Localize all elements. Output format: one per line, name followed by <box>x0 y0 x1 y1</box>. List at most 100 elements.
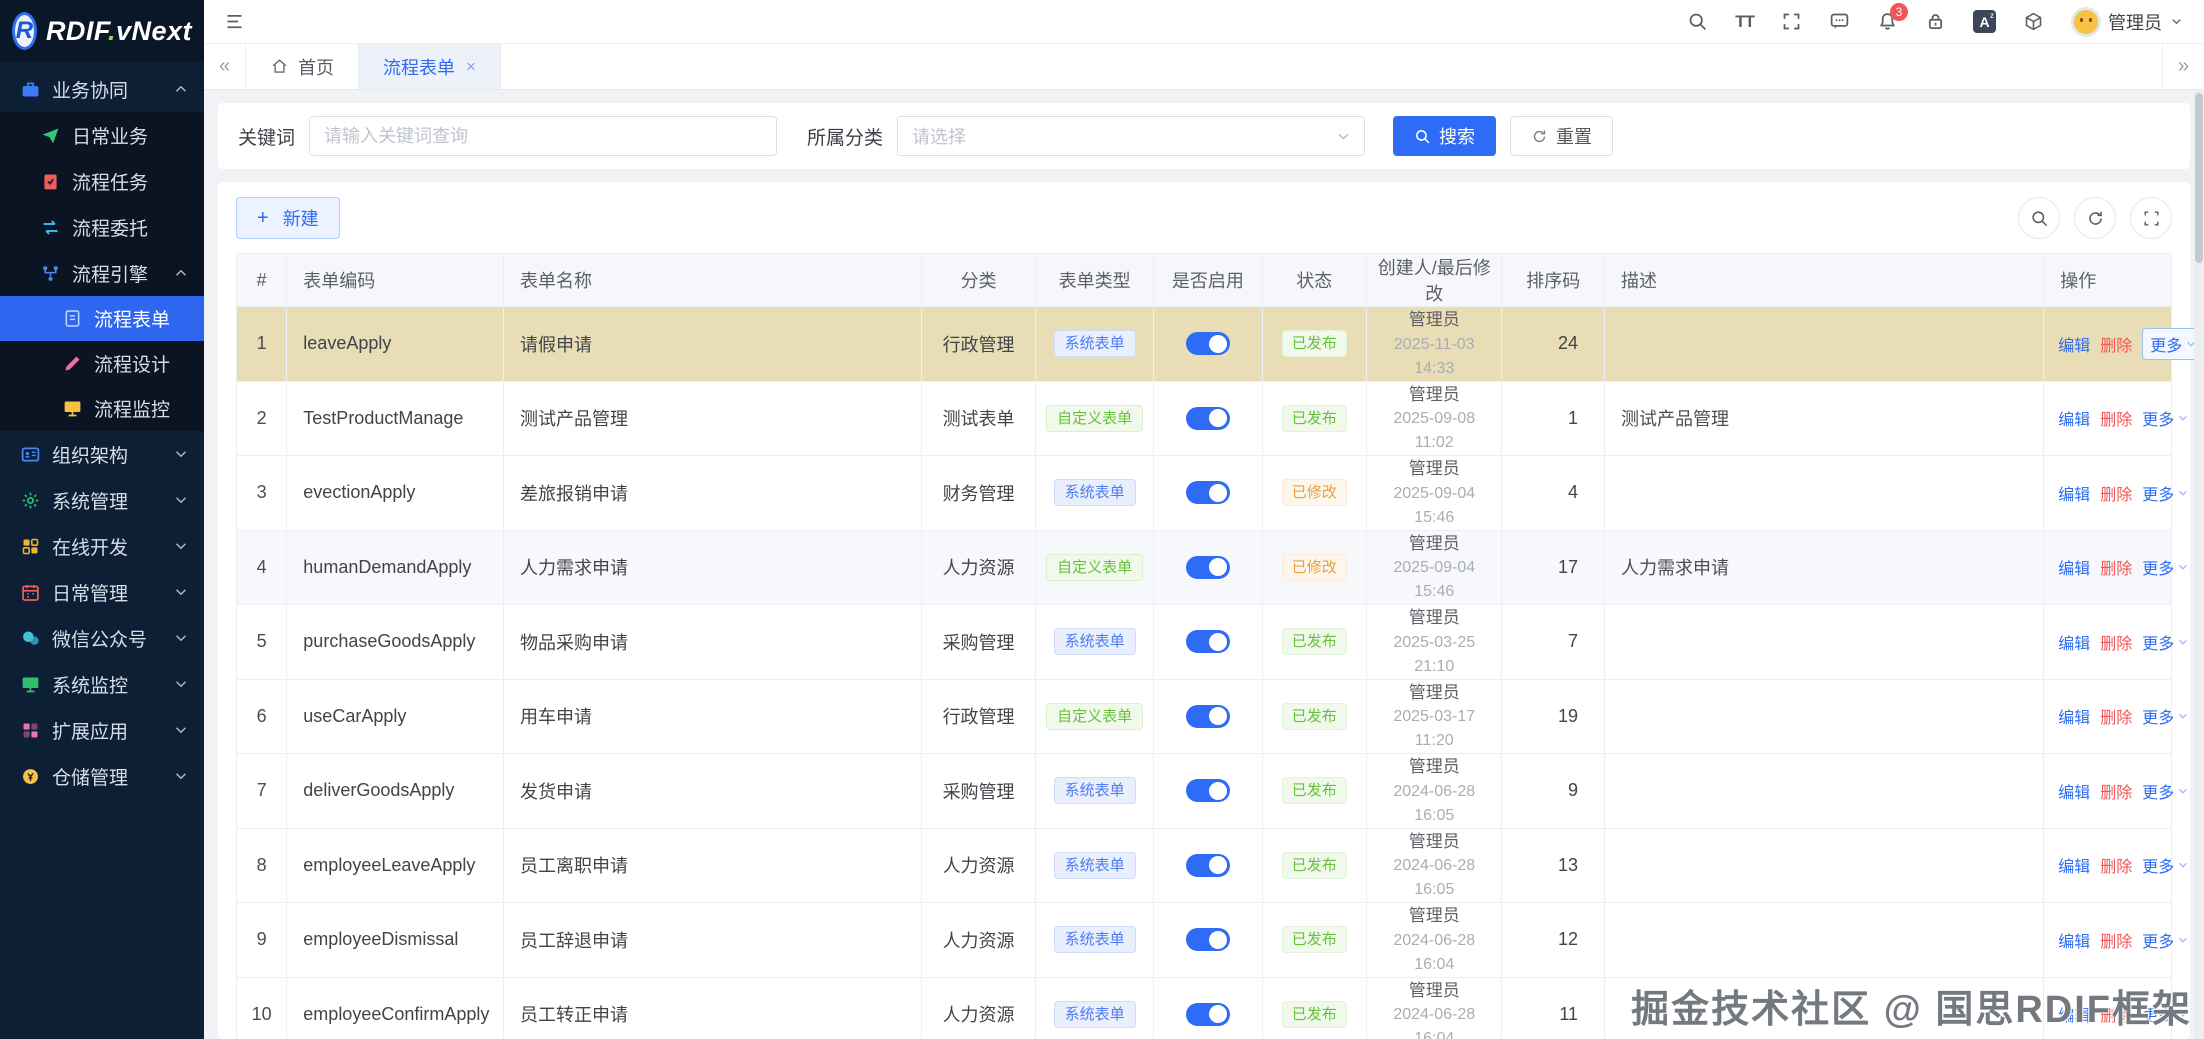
keyword-label: 关键词 <box>238 127 296 149</box>
gear-icon <box>20 490 41 511</box>
delete-link[interactable]: 删除 <box>2100 710 2133 728</box>
sidebar-item-daily-biz[interactable]: 日常业务 <box>0 112 204 158</box>
table-refresh-icon[interactable] <box>2074 197 2116 239</box>
sidebar-item-sys-manage[interactable]: 系统管理 <box>0 477 204 523</box>
message-icon[interactable] <box>1829 11 1850 32</box>
sort-code: 9 <box>1501 753 1605 829</box>
enable-toggle[interactable] <box>1185 630 1230 654</box>
edit-link[interactable]: 编辑 <box>2058 635 2091 653</box>
font-size-icon[interactable]: TT <box>1735 11 1755 31</box>
more-dropdown[interactable]: 更多 <box>2142 630 2190 654</box>
form-category: 人力资源 <box>920 902 1037 978</box>
edit-link[interactable]: 编辑 <box>2058 412 2091 430</box>
more-dropdown[interactable]: 更多 <box>2142 327 2204 360</box>
form-type-badge: 系统表单 <box>1053 1000 1136 1028</box>
plus-icon: + <box>257 206 269 229</box>
more-dropdown[interactable]: 更多 <box>2142 928 2190 952</box>
sidebar-item-daily-manage[interactable]: 日常管理 <box>0 569 204 615</box>
sidebar-item-flow-form[interactable]: 流程表单 <box>0 296 204 341</box>
close-icon[interactable]: × <box>466 56 476 76</box>
col-creator: 创建人/最后修改 <box>1366 253 1503 307</box>
tab-home[interactable]: 首页 <box>246 44 359 89</box>
more-dropdown[interactable]: 更多 <box>2142 779 2190 803</box>
scrollbar-thumb[interactable] <box>2195 93 2203 263</box>
edit-link[interactable]: 编辑 <box>2058 561 2091 579</box>
sidebar-item-warehouse[interactable]: 仓储管理 <box>0 753 204 799</box>
delete-link[interactable]: 删除 <box>2100 784 2133 802</box>
new-button[interactable]: + 新建 <box>236 197 340 239</box>
search-icon[interactable] <box>1687 11 1708 32</box>
edit-link[interactable]: 编辑 <box>2058 859 2091 877</box>
lock-icon[interactable] <box>1925 11 1946 32</box>
fullscreen-icon[interactable] <box>1781 11 1802 32</box>
delete-link[interactable]: 删除 <box>2100 933 2133 951</box>
edit-link[interactable]: 编辑 <box>2058 710 2091 728</box>
edit-link[interactable]: 编辑 <box>2058 1008 2091 1026</box>
scrollbar[interactable] <box>2194 91 2204 1039</box>
delete-link[interactable]: 删除 <box>2100 1008 2133 1026</box>
creator-modified: 管理员 2025-09-04 15:46 <box>1366 455 1503 531</box>
sidebar-item-org-structure[interactable]: 组织架构 <box>0 431 204 477</box>
tabs-scroll-left[interactable]: « <box>204 44 246 89</box>
sidebar-item-flow-engine[interactable]: 流程引擎 <box>0 250 204 296</box>
sidebar-item-flow-monitor[interactable]: 流程监控 <box>0 386 204 431</box>
enable-toggle[interactable] <box>1185 704 1230 728</box>
edit-link[interactable]: 编辑 <box>2058 933 2091 951</box>
enable-toggle[interactable] <box>1185 1002 1230 1026</box>
enable-toggle[interactable] <box>1185 853 1230 877</box>
chevron-down-icon <box>172 445 190 463</box>
user-menu[interactable]: 管理员 <box>2071 6 2184 37</box>
avatar <box>2071 6 2101 37</box>
keyword-input[interactable] <box>309 116 778 156</box>
sidebar-item-online-dev[interactable]: 在线开发 <box>0 523 204 569</box>
design-icon <box>62 353 83 374</box>
notification-bell-icon[interactable]: 3 <box>1877 3 1908 32</box>
sidebar-item-flow-design[interactable]: 流程设计 <box>0 341 204 386</box>
more-dropdown[interactable]: 更多 <box>2142 704 2190 728</box>
sidebar-item-wechat-account[interactable]: 微信公众号 <box>0 615 204 661</box>
more-dropdown[interactable]: 更多 <box>2142 555 2190 579</box>
tab-flow-form[interactable]: 流程表单 × <box>359 44 501 89</box>
search-button[interactable]: 搜索 <box>1393 116 1497 156</box>
sidebar-item-ext-apps[interactable]: 扩展应用 <box>0 707 204 753</box>
reset-button[interactable]: 重置 <box>1510 116 1614 156</box>
table-search-icon[interactable] <box>2018 197 2060 239</box>
more-dropdown[interactable]: 更多 <box>2142 481 2190 505</box>
edit-link[interactable]: 编辑 <box>2058 486 2091 504</box>
row-index: 10 <box>235 976 288 1039</box>
sidebar-item-sys-monitor[interactable]: 系统监控 <box>0 661 204 707</box>
delete-link[interactable]: 删除 <box>2100 561 2133 579</box>
delete-link[interactable]: 删除 <box>2100 486 2133 504</box>
sidebar-item-flow-task[interactable]: 流程任务 <box>0 158 204 204</box>
delete-link[interactable]: 删除 <box>2100 412 2133 430</box>
more-dropdown[interactable]: 更多 <box>2142 853 2190 877</box>
delete-link[interactable]: 删除 <box>2100 337 2133 355</box>
enable-toggle[interactable] <box>1185 481 1230 505</box>
sidebar-item-flow-delegate[interactable]: 流程委托 <box>0 204 204 250</box>
enable-toggle[interactable] <box>1185 555 1230 579</box>
more-dropdown[interactable]: 更多 <box>2142 406 2190 430</box>
edit-link[interactable]: 编辑 <box>2058 337 2091 355</box>
tabs-scroll-right[interactable]: » <box>2162 44 2204 89</box>
sidebar-item-biz-collab[interactable]: 业务协同 <box>0 66 204 112</box>
delete-link[interactable]: 删除 <box>2100 859 2133 877</box>
delete-link[interactable]: 删除 <box>2100 635 2133 653</box>
enable-toggle[interactable] <box>1185 779 1230 803</box>
more-dropdown[interactable]: 更多 <box>2142 1002 2190 1026</box>
enable-toggle[interactable] <box>1185 406 1230 430</box>
id-card-icon <box>20 444 41 465</box>
enable-toggle[interactable] <box>1185 928 1230 952</box>
table-fullscreen-icon[interactable] <box>2130 197 2172 239</box>
sidebar-collapse-icon[interactable] <box>224 11 245 32</box>
form-description: 测试产品管理 <box>1603 380 2045 456</box>
grid-icon <box>20 536 41 557</box>
enable-toggle[interactable] <box>1185 332 1230 356</box>
edit-link[interactable]: 编辑 <box>2058 784 2091 802</box>
form-code: useCarApply <box>286 678 505 754</box>
sidebar-menu: 业务协同 日常业务 流程任务 流程委托 流程引擎 流程表单 流程设计 流程监控 组织架构 系统管理… <box>0 62 204 1039</box>
form-code: humanDemandApply <box>286 529 505 605</box>
category-select[interactable]: 请选择 <box>897 116 1366 156</box>
package-icon[interactable] <box>2023 11 2044 32</box>
